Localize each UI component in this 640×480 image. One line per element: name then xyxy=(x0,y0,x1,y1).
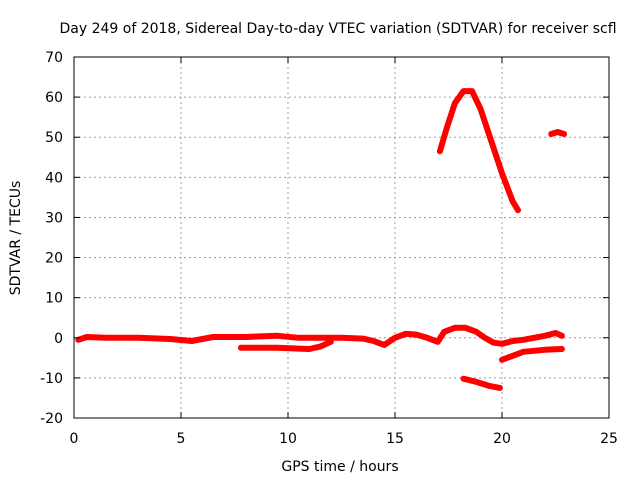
y-tick-label: 30 xyxy=(45,210,63,226)
y-tick-label: -10 xyxy=(40,371,63,387)
tick-layer: 0 5 10 15 20 25 -20 -10 0 10 20 30 40 50 60 70 xyxy=(40,50,618,447)
y-tick-label: 50 xyxy=(45,130,63,146)
x-tick-label: 20 xyxy=(493,431,511,447)
series-layer xyxy=(75,88,568,391)
x-tick-label: 0 xyxy=(70,431,79,447)
x-axis-label: GPS time / hours xyxy=(281,459,398,475)
x-tick-label: 5 xyxy=(177,431,186,447)
series-track-3 xyxy=(436,88,521,214)
series-track-7 xyxy=(548,129,568,137)
x-tick-label: 25 xyxy=(600,431,618,447)
series-track-4 xyxy=(499,346,565,363)
y-tick-label: 40 xyxy=(45,170,63,186)
y-axis-label: SDTVAR / TECUs xyxy=(8,181,24,296)
y-tick-label: 60 xyxy=(45,90,63,106)
series-track-5 xyxy=(509,330,565,344)
y-tick-label: 20 xyxy=(45,251,63,267)
x-tick-label: 10 xyxy=(279,431,297,447)
grid-layer xyxy=(74,57,609,418)
series-track-1 xyxy=(75,324,516,348)
y-tick-label: -20 xyxy=(40,411,63,427)
chart-title: Day 249 of 2018, Sidereal Day-to-day VTE… xyxy=(59,21,616,37)
x-tick-label: 15 xyxy=(386,431,404,447)
series-track-6 xyxy=(460,375,503,391)
plot-frame xyxy=(73,56,610,419)
y-tick-label: 70 xyxy=(45,50,63,66)
y-tick-label: 0 xyxy=(54,331,63,347)
y-tick-label: 10 xyxy=(45,291,63,307)
series-track-2 xyxy=(237,338,334,352)
